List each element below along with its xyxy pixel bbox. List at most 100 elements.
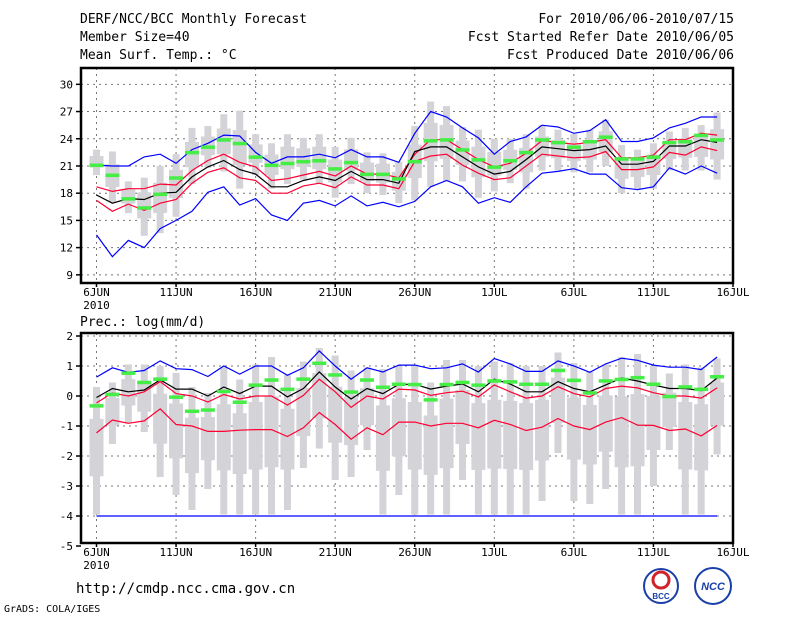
- ensemble-box: [344, 149, 359, 171]
- observed-marker: [598, 379, 613, 383]
- observed-marker: [566, 145, 581, 149]
- observed-marker: [646, 155, 661, 159]
- observed-marker: [614, 157, 629, 161]
- ensemble-box: [678, 402, 693, 470]
- observed-marker: [248, 155, 263, 159]
- observed-marker: [694, 133, 709, 138]
- precip-panel-title: Prec.: log(mm/d): [80, 315, 206, 330]
- x-tick-label: 21JUN: [319, 546, 352, 559]
- observed-marker: [407, 382, 422, 387]
- observed-marker: [423, 139, 438, 143]
- ensemble-box: [184, 417, 199, 474]
- observed-marker: [519, 382, 534, 386]
- source-url[interactable]: http://cmdp.ncc.cma.gov.cn: [76, 581, 296, 597]
- ensemble-box: [169, 403, 184, 459]
- observed-marker: [153, 377, 168, 381]
- observed-marker: [328, 167, 343, 171]
- ensemble-box: [423, 415, 438, 475]
- ensemble-box: [200, 417, 215, 461]
- ensemble-box: [280, 408, 295, 470]
- observed-marker: [248, 383, 263, 387]
- ensemble-box: [105, 397, 120, 426]
- ensemble-box: [598, 131, 613, 153]
- y-tick-label: 2: [66, 330, 73, 343]
- observed-marker: [471, 383, 486, 387]
- bcc-logo-text: BCC: [652, 592, 670, 601]
- observed-marker: [598, 135, 613, 139]
- ensemble-box: [391, 398, 406, 457]
- observed-marker: [137, 380, 152, 385]
- forecast-period: For 2010/06/06-2010/07/15: [538, 12, 734, 27]
- observed-marker: [105, 173, 120, 178]
- observed-marker: [344, 390, 359, 394]
- y-tick-label: 24: [60, 133, 74, 146]
- x-tick-label: 26JUN: [398, 286, 431, 299]
- observed-marker: [662, 140, 677, 145]
- observed-marker: [503, 159, 518, 163]
- observed-marker: [296, 159, 311, 164]
- x-tick-label: 6JUN: [83, 286, 110, 299]
- observed-marker: [487, 379, 502, 383]
- ensemble-box: [487, 151, 502, 176]
- observed-marker: [312, 361, 327, 365]
- ensemble-box: [232, 413, 247, 474]
- x-tick-label: 26JUN: [398, 546, 431, 559]
- observed-marker: [200, 145, 215, 149]
- observed-marker: [360, 378, 375, 382]
- observed-marker: [121, 371, 136, 375]
- ncc-logo: NCC: [694, 567, 732, 605]
- x-tick-label: 16JUN: [239, 546, 272, 559]
- y-tick-label: -1: [60, 420, 73, 433]
- ensemble-box: [153, 393, 168, 444]
- ensemble-box: [248, 402, 263, 470]
- x-tick-label: 6JUL: [561, 286, 588, 299]
- observed-marker: [169, 176, 184, 180]
- observed-marker: [184, 409, 199, 413]
- observed-marker: [264, 378, 279, 382]
- observed-marker: [471, 158, 486, 162]
- y-tick-label: 21: [60, 160, 73, 173]
- x-tick-label: 1JUL: [481, 286, 508, 299]
- y-tick-label: 0: [66, 390, 73, 403]
- plot-frame: [79, 66, 735, 285]
- observed-marker: [694, 387, 709, 392]
- ensemble-box: [280, 146, 295, 170]
- x-tick-label: 16JUN: [239, 286, 272, 299]
- ensemble-box: [694, 404, 709, 471]
- x-tick-label: 11JUL: [637, 546, 670, 559]
- observed-marker: [200, 408, 215, 412]
- ensemble-box: [375, 405, 390, 471]
- y-tick-label: 15: [60, 214, 73, 227]
- x-tick-label: 16JUL: [716, 546, 749, 559]
- observed-marker: [296, 377, 311, 381]
- observed-marker: [646, 382, 661, 386]
- series-mean-line: [96, 139, 718, 204]
- series-max-line: [96, 110, 718, 167]
- observed-marker: [550, 368, 565, 373]
- y-tick-label: 18: [60, 187, 73, 200]
- member-size: Member Size=40: [80, 30, 190, 45]
- ensemble-box: [519, 403, 534, 470]
- observed-marker: [503, 380, 518, 384]
- observed-marker: [391, 382, 406, 386]
- observed-marker: [550, 140, 565, 145]
- y-tick-label: -2: [60, 450, 73, 463]
- observed-marker: [678, 139, 693, 144]
- ensemble-box: [487, 399, 502, 469]
- ensemble-box: [662, 392, 677, 428]
- y-tick-label: 30: [60, 78, 73, 91]
- ensemble-box: [296, 148, 311, 168]
- ensemble-box: [153, 182, 168, 213]
- observed-marker: [264, 163, 279, 168]
- ensemble-box: [535, 399, 550, 461]
- observed-marker: [455, 148, 470, 152]
- ensemble-box: [121, 189, 136, 204]
- series-lower-line: [96, 146, 718, 212]
- ensemble-box: [344, 397, 359, 446]
- ensemble-box: [328, 386, 343, 443]
- observed-marker: [232, 400, 247, 404]
- x-tick-label: 1JUL: [481, 546, 508, 559]
- y-tick-label: -4: [60, 510, 74, 523]
